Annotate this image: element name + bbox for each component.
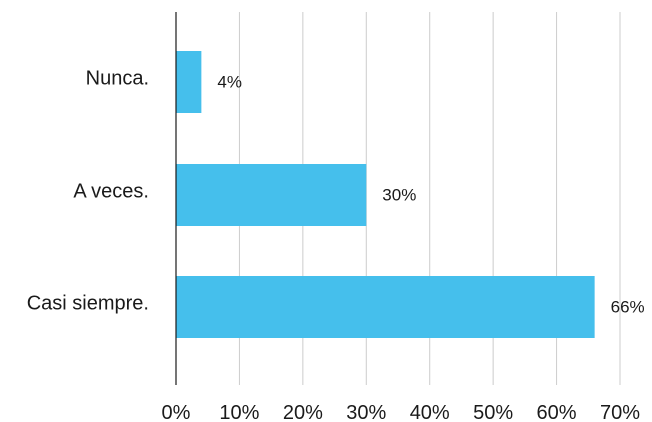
x-tick-label: 0% (162, 402, 191, 422)
category-label: Casi siempre. (27, 292, 149, 314)
x-tick-label: 60% (537, 402, 577, 422)
bar (176, 164, 367, 226)
x-tick-label: 10% (219, 402, 259, 422)
data-label: 66% (611, 297, 645, 316)
x-tick-label: 50% (473, 402, 513, 422)
bar (176, 51, 202, 113)
data-label: 4% (217, 72, 242, 91)
x-tick-label: 30% (346, 402, 386, 422)
x-tick-labels: 0% 10% 20% 30% 40% 50% 60% 70% (162, 402, 641, 422)
x-tick-label: 70% (600, 402, 640, 422)
category-labels: Nunca. A veces. Casi siempre. (27, 67, 149, 314)
bars (176, 51, 595, 338)
data-label: 30% (382, 185, 416, 204)
x-tick-label: 20% (283, 402, 323, 422)
category-label: A veces. (73, 180, 149, 202)
data-labels: 4% 30% 66% (217, 72, 644, 316)
x-tick-label: 40% (410, 402, 450, 422)
category-label: Nunca. (86, 67, 149, 89)
bar (176, 276, 595, 338)
